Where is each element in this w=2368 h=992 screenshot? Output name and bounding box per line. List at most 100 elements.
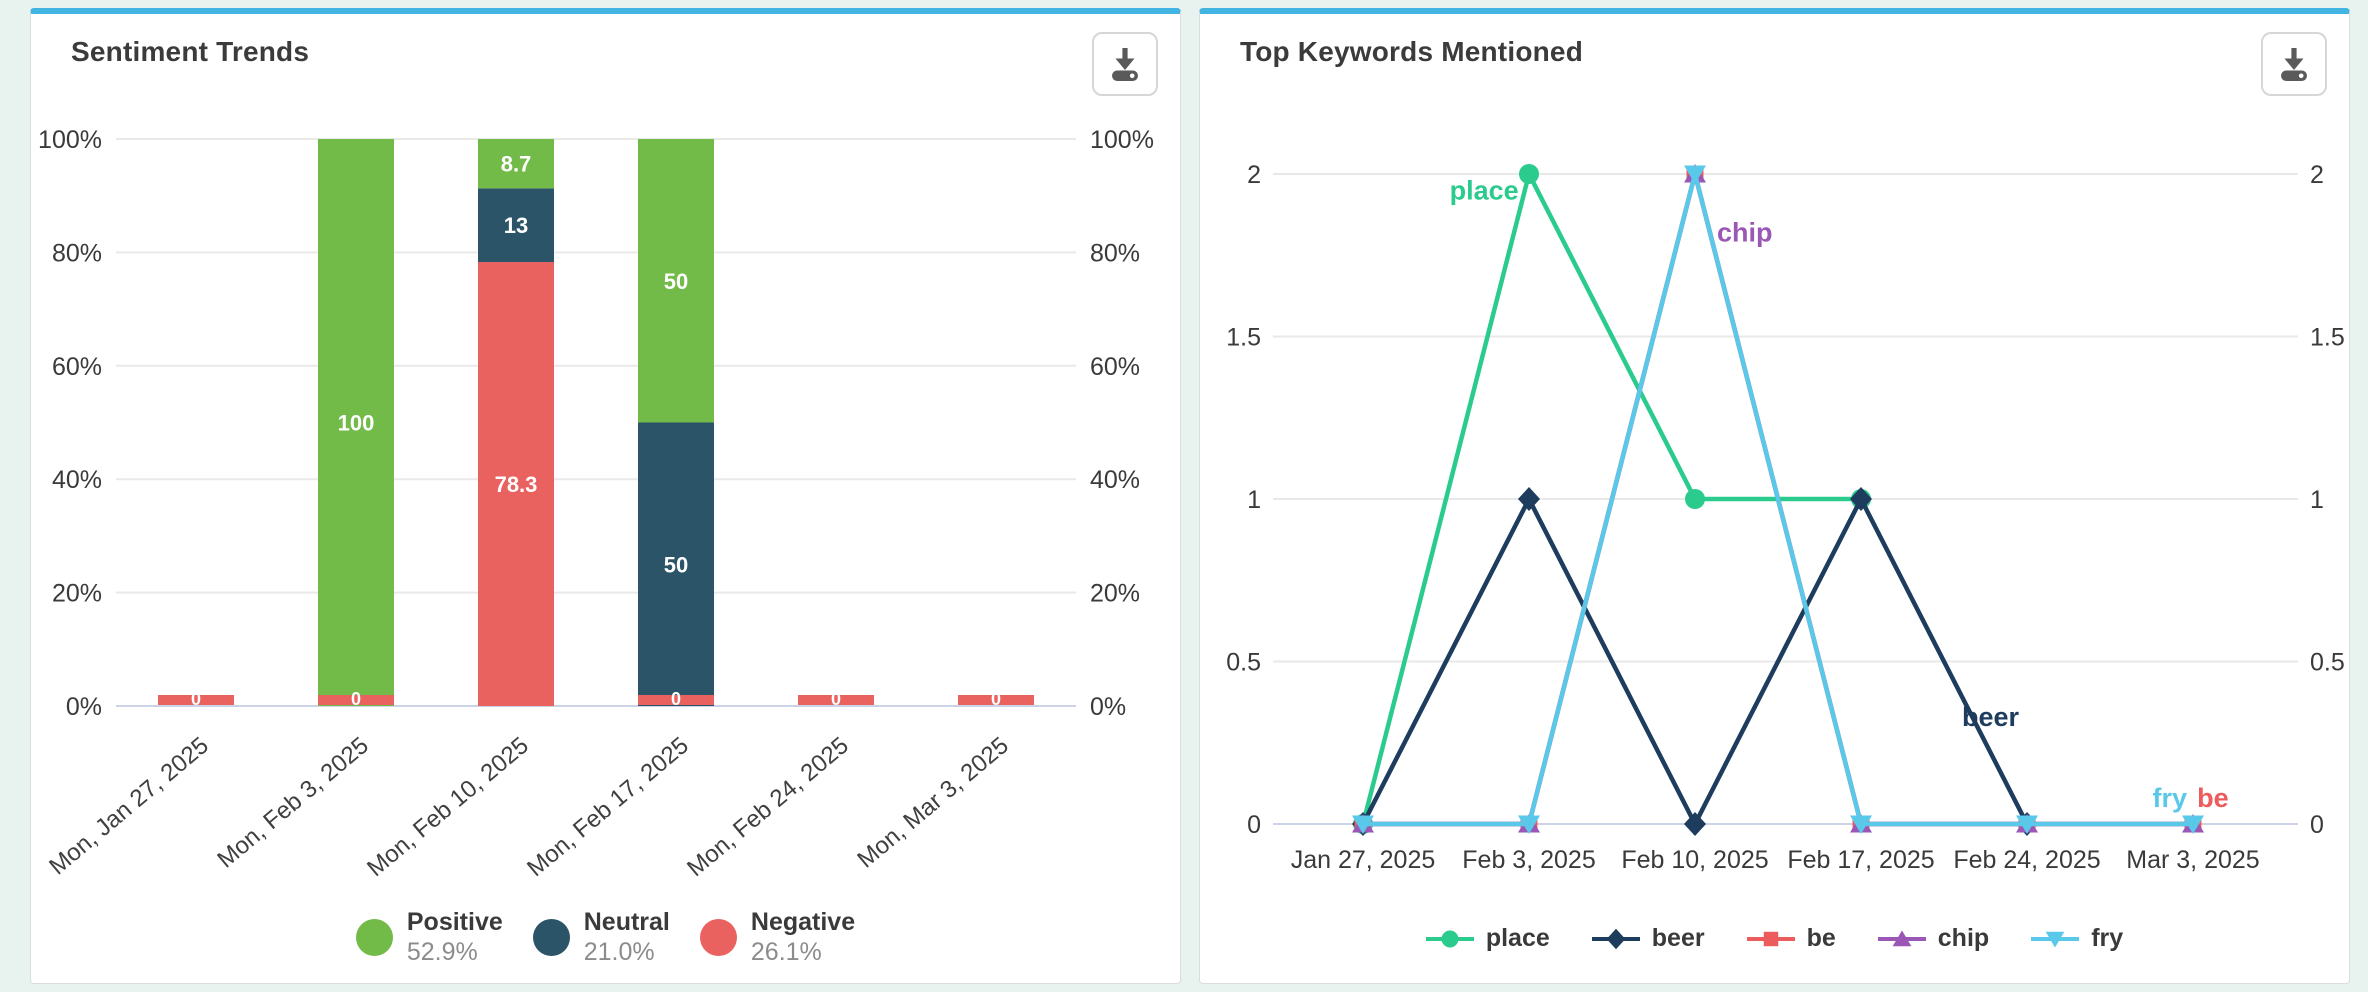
x-axis-label: Feb 3, 2025 [1462, 846, 1595, 874]
bar-segment-negative[interactable] [478, 262, 554, 706]
legend-percentage: 52.9% [406, 937, 478, 966]
data-point-beer[interactable] [1850, 487, 1872, 511]
series-label-fry: fry [2153, 783, 2188, 813]
data-point-fry[interactable] [1850, 815, 1872, 835]
zero-value-label: 0 [191, 689, 201, 709]
x-axis-label: Mon, Jan 27, 2025 [44, 732, 214, 880]
legend-label: Negative [750, 908, 856, 936]
x-axis-label: Mon, Mar 3, 2025 [852, 732, 1013, 874]
legend-label: fry [2091, 924, 2124, 952]
legend-marker-shape[interactable] [1892, 930, 1912, 946]
legend-marker-shape[interactable] [1763, 931, 1778, 946]
y-tick-label-left: 0 [1247, 811, 1261, 839]
legend-marker-circle [1425, 930, 1474, 947]
legend-label: beer [1651, 924, 1705, 952]
x-axis-label: Mon, Feb 10, 2025 [362, 732, 534, 882]
y-tick-label-right: 2 [2310, 161, 2324, 189]
y-tick-label-right: 0% [1090, 693, 1126, 721]
bar-segment-neutral[interactable] [638, 422, 714, 707]
y-tick-label-left: 80% [52, 239, 102, 267]
x-axis-label: Feb 17, 2025 [1787, 846, 1934, 874]
data-point-beer[interactable] [1518, 487, 1540, 511]
legend-item-chip[interactable]: chip [1877, 924, 1990, 953]
download-icon [2281, 48, 2307, 81]
legend-marker-square [1746, 931, 1795, 946]
keywords-legend: place beer be chip fry [1200, 924, 2349, 953]
panel-title: Sentiment Trends [71, 36, 310, 67]
data-point-fry[interactable] [2016, 815, 2038, 835]
y-tick-label-right: 0.5 [2310, 649, 2345, 677]
zero-value-label: 0 [831, 689, 841, 709]
zero-value-strip[interactable] [638, 695, 714, 705]
legend-marker-shape[interactable] [1606, 928, 1626, 949]
bar-value-label: 100 [338, 411, 375, 436]
legend-item-beer[interactable]: beer [1591, 924, 1705, 953]
data-point-fry[interactable] [2182, 815, 2204, 835]
legend-item-negative[interactable]: Negative 26.1% [699, 908, 856, 967]
legend-label: be [1806, 924, 1836, 952]
y-tick-label-right: 100% [1090, 126, 1154, 154]
series-label-be: be [2197, 783, 2229, 813]
y-tick-label-left: 20% [52, 580, 102, 608]
legend-marker-triangle-down [2031, 931, 2080, 947]
download-button[interactable] [1092, 32, 1158, 96]
data-point-fry[interactable] [1518, 815, 1540, 835]
x-axis-label: Feb 24, 2025 [1953, 846, 2100, 874]
y-tick-label-right: 0 [2310, 811, 2324, 839]
zero-value-strip[interactable] [958, 695, 1034, 705]
sentiment-stacked-bar-chart: 100% 100% 80% 80% 60% 60% 40% 40% 20% 20% 0% 0% 0 Mon… [38, 126, 1154, 882]
legend-item-positive[interactable]: Positive 52.9% [355, 908, 503, 967]
y-tick-label-right: 60% [1090, 353, 1140, 381]
data-point-fry[interactable] [1352, 815, 1374, 835]
legend-swatch [532, 919, 570, 956]
legend-marker-shape[interactable] [2045, 931, 2065, 947]
series-label-place: place [1450, 175, 1519, 205]
data-point-fry[interactable] [1684, 165, 1706, 185]
zero-value-strip[interactable] [318, 695, 394, 705]
data-point-place[interactable] [1519, 164, 1539, 184]
bar-value-label: 50 [664, 269, 688, 294]
legend-swatch [699, 919, 737, 956]
legend-item-neutral[interactable]: Neutral 21.0% [532, 908, 670, 967]
legend-label: place [1485, 924, 1550, 952]
y-tick-label-left: 40% [52, 466, 102, 494]
legend-percentage: 26.1% [750, 937, 822, 966]
bar-segment-positive[interactable] [638, 139, 714, 423]
x-axis-label: Jan 27, 2025 [1291, 846, 1436, 874]
bar-value-label: 8.7 [501, 152, 532, 177]
download-button[interactable] [2261, 32, 2327, 96]
x-axis-label: Feb 10, 2025 [1621, 846, 1768, 874]
panel-title: Top Keywords Mentioned [1240, 36, 1583, 67]
bar-value-label: 13 [504, 213, 528, 238]
legend-label: Positive [406, 908, 503, 936]
legend-marker-shape[interactable] [1441, 930, 1459, 947]
y-tick-label-left: 2 [1247, 161, 1261, 189]
legend-item-fry[interactable]: fry [2031, 924, 2123, 953]
sentiment-trends-panel: Sentiment Trends 100% 100% 80% 80% 60% 60% 40%… [30, 8, 1181, 984]
x-axis-label: Mar 3, 2025 [2126, 846, 2259, 874]
zero-value-strip[interactable] [798, 695, 874, 705]
legend-swatch [355, 919, 393, 956]
y-tick-label-left: 1.5 [1226, 324, 1261, 352]
x-axis-label: Mon, Feb 3, 2025 [212, 732, 373, 874]
y-tick-label-right: 80% [1090, 239, 1140, 267]
legend-item-be[interactable]: be [1746, 924, 1836, 953]
data-point-place[interactable] [1685, 489, 1705, 509]
legend-label: chip [1937, 924, 1990, 952]
y-tick-label-left: 60% [52, 353, 102, 381]
x-axis-label: Mon, Feb 24, 2025 [682, 732, 854, 882]
download-icon [1112, 48, 1138, 81]
bar-segment-positive[interactable] [478, 139, 554, 189]
y-tick-label-left: 100% [38, 126, 102, 154]
bar-segment-positive[interactable] [318, 139, 394, 706]
series-line-fry [1360, 173, 2196, 827]
zero-value-label: 0 [671, 689, 681, 709]
bar-segment-neutral[interactable] [478, 188, 554, 263]
data-point-beer[interactable] [1684, 812, 1706, 836]
bar-value-label: 50 [664, 552, 688, 577]
zero-value-label: 0 [991, 689, 1001, 709]
legend-item-place[interactable]: place [1425, 924, 1550, 953]
y-tick-label-left: 1 [1247, 486, 1261, 514]
zero-value-strip[interactable] [158, 695, 234, 705]
legend-marker-diamond [1591, 928, 1640, 949]
